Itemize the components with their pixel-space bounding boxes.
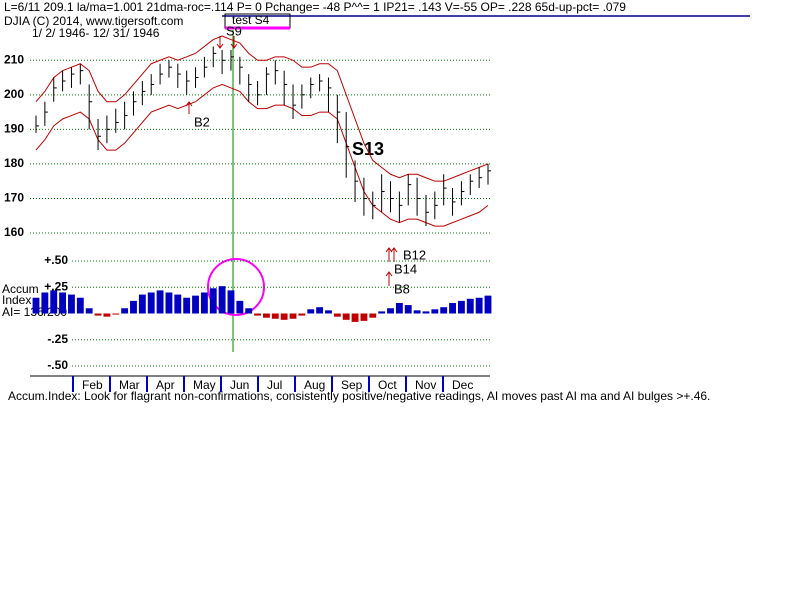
accum-bar: [413, 310, 421, 314]
y-tick-label: 180: [4, 156, 24, 170]
accum-bar: [387, 308, 394, 314]
accum-bar: [298, 313, 306, 316]
y-tick-label: -.25: [47, 332, 68, 346]
accum-bar: [307, 309, 315, 314]
accum-bar: [289, 313, 297, 319]
header: L=6/11 209.1 la/ma=1.001 21dma-roc=.114 …: [4, 0, 626, 14]
accum-bar: [32, 297, 40, 314]
accum-bar: [50, 290, 58, 314]
accum-bar: [466, 298, 474, 314]
accum-bar: [156, 290, 164, 314]
accum-bar: [316, 307, 324, 314]
y-tick-label: +.50: [44, 253, 68, 267]
x-tick-label: Nov: [415, 378, 436, 392]
y-tick-label: 190: [4, 122, 24, 136]
accum-bar: [484, 295, 492, 314]
accum-bar: [76, 297, 84, 314]
y-axis-label: Accum: [2, 282, 39, 296]
accum-bar: [218, 286, 226, 314]
x-tick-label: Apr: [156, 378, 175, 392]
accum-bar: [369, 313, 377, 318]
accum-bar: [68, 294, 75, 314]
signal-label: B8: [394, 281, 410, 296]
subtitle: 1/ 2/ 1946- 12/ 31/ 1946: [32, 26, 160, 40]
accum-bar: [130, 300, 137, 314]
accum-bar: [85, 308, 93, 314]
signal-label: B14: [394, 261, 417, 276]
x-tick-label: Oct: [378, 378, 397, 392]
accum-bar: [351, 313, 359, 322]
x-tick-label: Jun: [230, 378, 249, 392]
y-tick-label: 160: [4, 225, 24, 239]
accum-bar: [165, 292, 173, 314]
accum-bar: [325, 310, 332, 314]
accum-bar: [112, 313, 120, 315]
signal-arrow: [385, 247, 398, 286]
band: [35, 35, 489, 182]
accum-bar: [333, 313, 341, 317]
accum-bar: [41, 292, 49, 314]
signal-label: S9: [226, 23, 242, 38]
accum-bar: [378, 311, 386, 314]
y-tick-label: 200: [4, 87, 24, 101]
x-tick-label: Sep: [341, 378, 363, 392]
accum-bar: [440, 307, 448, 314]
accum-bar: [227, 290, 235, 314]
accum-bar: [174, 294, 182, 314]
accum-bar: [271, 313, 279, 319]
accum-bar: [94, 313, 102, 316]
x-tick-label: Dec: [452, 378, 473, 392]
study-label: test S4: [232, 13, 270, 27]
accum-bar: [236, 300, 244, 314]
accum-bar: [254, 313, 261, 316]
y-tick-label: 170: [4, 191, 24, 205]
accum-bar: [457, 300, 465, 314]
signal-label: B12: [403, 247, 426, 262]
accum-bar: [280, 313, 288, 320]
accum-bar: [200, 292, 208, 314]
accum-bar: [422, 311, 430, 314]
accum-bar: [245, 308, 253, 314]
accum-bar: [475, 297, 483, 314]
x-tick-label: May: [193, 378, 216, 392]
accum-bar: [342, 313, 350, 320]
accum-bar: [404, 305, 412, 314]
accum-bar: [121, 308, 129, 314]
caption: Accum.Index: Look for flagrant non-confi…: [8, 389, 710, 403]
signal-arrow: [230, 43, 238, 49]
accum-bar: [449, 302, 456, 314]
chart-title: DJIA (C) 2014, www.tigersoft.com: [4, 14, 183, 28]
x-tick-label: Mar: [119, 378, 140, 392]
accum-bar: [183, 297, 191, 314]
accum-bar: [209, 288, 217, 314]
y-tick-label: -.50: [47, 358, 68, 372]
signal-label: S13: [352, 139, 384, 159]
signal-label: B2: [194, 114, 210, 129]
x-tick-label: Aug: [304, 378, 325, 392]
x-tick-label: Feb: [82, 378, 103, 392]
signal-arrow: [216, 43, 224, 49]
accum-bar: [360, 313, 368, 321]
y-tick-label: 210: [4, 52, 24, 66]
accum-bar: [263, 313, 270, 318]
accum-bar: [192, 295, 199, 314]
x-tick-label: Jul: [267, 378, 282, 392]
accum-bar: [103, 313, 111, 317]
accum-bar: [147, 292, 155, 314]
accum-bar: [138, 294, 146, 314]
accum-bar: [395, 302, 403, 314]
accum-bar: [431, 309, 439, 314]
y-axis-label: Index: [2, 293, 31, 307]
band: [35, 83, 489, 227]
accum-bar: [59, 292, 67, 314]
y-tick-label: +.25: [44, 279, 68, 293]
